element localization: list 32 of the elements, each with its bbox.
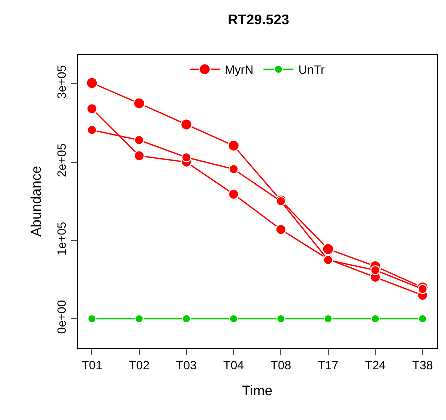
point [86,77,98,90]
point [228,164,239,174]
y-axis-title: Abundance [28,166,44,237]
point [418,284,428,294]
legend-label: MyrN [225,63,254,78]
x-tick-label: T03 [176,358,198,372]
x-tick-label: T38 [412,358,434,372]
x-tick-label: T24 [365,358,386,372]
point [134,135,144,146]
x-tick-label: T01 [82,358,103,372]
y-tick-label: 3e+05 [55,65,70,100]
x-axis-title: Time [242,382,274,399]
chart-title: RT29.523 [228,12,290,28]
x-tick-label: T04 [224,358,245,372]
point [322,243,334,256]
x-tick-label: T17 [318,358,340,372]
x-tick-label: T08 [270,358,292,372]
point [228,140,240,152]
legend-label: UnTr [298,63,325,78]
x-tick-label: T02 [129,358,150,372]
point [86,104,98,115]
point [276,224,287,236]
point [370,265,381,276]
y-tick-label: 2e+05 [55,143,70,178]
point [133,98,146,110]
point [228,188,240,200]
y-tick-label: 1e+05 [55,222,70,256]
point [87,125,98,136]
point [180,118,193,131]
point [134,150,145,162]
point [182,152,192,163]
y-tick-label: 0e+00 [55,300,70,334]
